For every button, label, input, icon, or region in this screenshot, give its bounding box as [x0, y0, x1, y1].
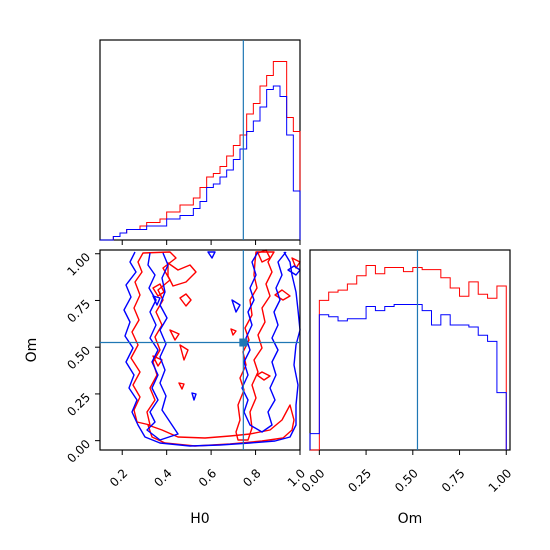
contour-line-21 [191, 392, 197, 401]
contour-ytick-label-4: 1.00 [64, 250, 93, 279]
contour-line-3 [167, 262, 197, 287]
contour-line-0 [130, 251, 177, 426]
hist-om-xlabel: Om [398, 511, 423, 527]
contour-line-18 [152, 295, 161, 306]
contour-line-12 [256, 371, 271, 381]
contour-xtick-label-1: 0.4 [151, 466, 174, 489]
contour-line-16 [146, 252, 179, 441]
hist-om-frame [309, 249, 511, 451]
contour-line-6 [179, 293, 192, 307]
contour-ytick-label-1: 0.25 [64, 390, 93, 419]
contour-line-8 [179, 344, 189, 361]
contour-line-15 [123, 251, 301, 447]
hist-om-series-0 [310, 265, 507, 451]
contour-line-17 [241, 251, 287, 433]
hist-h0-series-1 [100, 85, 301, 241]
contour-frame [99, 249, 301, 451]
contour-line-4 [257, 249, 271, 263]
hist-h0-frame [99, 39, 301, 241]
contour-line-5 [152, 283, 165, 297]
hist-om-xtick-label-0: 0.00 [299, 466, 328, 495]
hist-om-xtick-label-2: 0.50 [392, 466, 421, 495]
hist-om-xtick-label-4: 1.00 [486, 466, 515, 495]
histogram-h0-panel [99, 39, 301, 245]
contour-ytick-label-3: 0.75 [64, 297, 93, 326]
contour-line-11 [230, 328, 237, 336]
contour-line-22 [287, 265, 301, 276]
contour-line-9 [152, 355, 163, 367]
contour-ylabel: Om [24, 338, 40, 363]
contour-xtick-label-0: 0.2 [107, 466, 130, 489]
contour-xtick-label-2: 0.6 [196, 466, 219, 489]
hist-om-xtick-label-1: 0.25 [345, 466, 374, 495]
contour-line-7 [169, 329, 180, 341]
hist-om-xtick-label-3: 0.75 [439, 466, 468, 495]
contour-ytick-label-0: 0.00 [64, 437, 93, 466]
hist-h0-series-0 [100, 61, 301, 241]
contour-xtick-label-3: 0.8 [240, 466, 263, 489]
contour-line-10 [178, 382, 185, 390]
contour-line-13 [274, 289, 291, 301]
contour-line-19 [207, 251, 216, 259]
contour-line-14 [291, 257, 301, 269]
contour-xlabel: H0 [190, 511, 209, 527]
contour-reference-marker [239, 338, 248, 347]
contour-line-20 [231, 299, 241, 313]
histogram-om-panel: 0.00 0.25 0.50 0.75 1.00 Om [299, 249, 515, 527]
contour-ytick-label-2: 0.50 [64, 343, 93, 372]
hist-om-series-1 [309, 303, 507, 450]
